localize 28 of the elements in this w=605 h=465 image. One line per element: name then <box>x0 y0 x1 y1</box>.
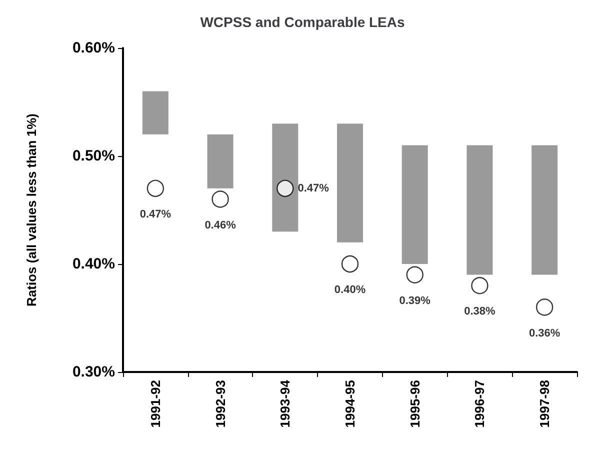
x-tick-label: 1993-94 <box>278 379 293 428</box>
bar <box>142 91 168 134</box>
y-tick-label: 0.30% <box>72 364 115 380</box>
bar <box>337 124 363 242</box>
data-label: 0.46% <box>204 219 236 232</box>
x-tick-label: 1991-92 <box>148 380 163 428</box>
y-tick-label: 0.60% <box>72 40 115 56</box>
bar <box>532 145 558 275</box>
bar <box>466 145 493 275</box>
y-tick-label: 0.50% <box>72 148 115 164</box>
data-label: 0.38% <box>464 306 496 318</box>
bar <box>402 145 428 264</box>
x-tick-label: 1994-95 <box>342 380 358 428</box>
x-tick-label: 1995-96 <box>407 380 422 428</box>
data-label: 0.39% <box>399 294 431 307</box>
point <box>276 180 294 197</box>
y-tick-label: 0.40% <box>72 256 115 272</box>
chart-title: WCPSS and Comparable LEAs <box>200 14 406 30</box>
x-tick-label: 1992-93 <box>212 380 228 428</box>
y-axis-title: Ratios (all values less than 1%) <box>24 114 39 306</box>
data-label: 0.47% <box>140 208 172 220</box>
data-label: 0.47% <box>298 182 330 194</box>
x-tick-label: 1997-98 <box>537 380 552 428</box>
bar <box>207 134 234 188</box>
data-label: 0.36% <box>528 327 560 340</box>
data-label: 0.40% <box>334 284 366 296</box>
x-tick-label: 1996-97 <box>472 380 488 428</box>
bar <box>272 124 298 232</box>
